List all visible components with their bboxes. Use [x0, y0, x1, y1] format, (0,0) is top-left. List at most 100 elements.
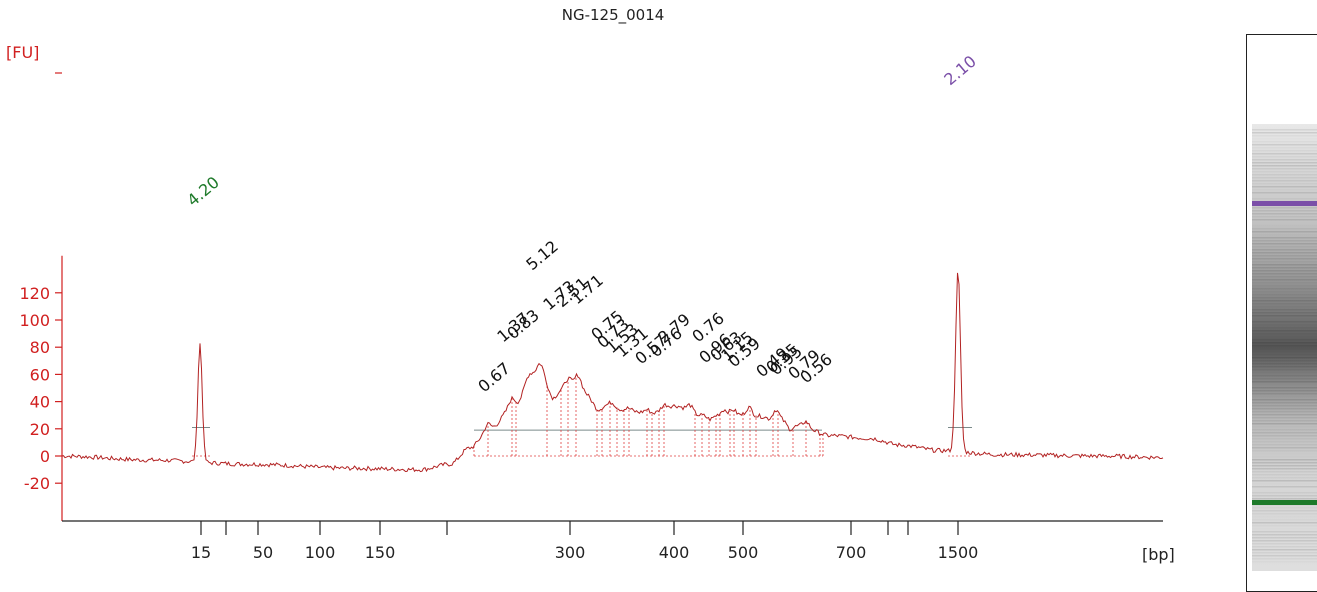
gel-stripe — [1252, 558, 1317, 560]
x-tick-label: 150 — [365, 543, 396, 562]
gel-stripe — [1252, 360, 1317, 362]
gel-stripe — [1252, 354, 1317, 356]
gel-stripe — [1252, 447, 1317, 449]
gel-stripe — [1252, 438, 1317, 440]
gel-stripe — [1252, 459, 1317, 461]
gel-stripe — [1252, 186, 1317, 188]
gel-stripe — [1252, 330, 1317, 332]
gel-stripe — [1252, 162, 1317, 164]
gel-stripe — [1252, 432, 1317, 434]
gel-stripe — [1252, 213, 1317, 215]
gel-stripe — [1252, 441, 1317, 443]
gel-stripe — [1252, 462, 1317, 464]
y-tick-label: 100 — [19, 311, 50, 330]
gel-stripe — [1252, 309, 1317, 311]
gel-stripe — [1252, 282, 1317, 284]
gel-stripe — [1252, 552, 1317, 554]
gel-stripe — [1252, 240, 1317, 242]
gel-stripe — [1252, 561, 1317, 563]
gel-stripe — [1252, 207, 1317, 209]
gel-stripe — [1252, 252, 1317, 254]
y-tick-label: 40 — [30, 393, 50, 412]
gel-stripe — [1252, 198, 1317, 200]
gel-stripe — [1252, 417, 1317, 419]
gel-stripe — [1252, 288, 1317, 290]
y-tick-label: 0 — [40, 447, 50, 466]
y-tick-label: 60 — [30, 365, 50, 384]
gel-stripe — [1252, 435, 1317, 437]
y-tick-label: 20 — [30, 420, 50, 439]
gel-stripe — [1252, 171, 1317, 173]
y-tick-label: -20 — [24, 474, 50, 493]
x-tick-label: 50 — [253, 543, 273, 562]
gel-stripe — [1252, 192, 1317, 194]
gel-stripe — [1252, 351, 1317, 353]
gel-stripe — [1252, 492, 1317, 494]
gel-stripe — [1252, 225, 1317, 227]
x-tick-label: 500 — [728, 543, 759, 562]
gel-stripe — [1252, 291, 1317, 293]
gel-stripe — [1252, 402, 1317, 404]
y-tick-label: 120 — [19, 284, 50, 303]
gel-stripe — [1252, 387, 1317, 389]
gel-stripe — [1252, 210, 1317, 212]
gel-stripe — [1252, 183, 1317, 185]
gel-stripe — [1252, 468, 1317, 470]
gel-stripe — [1252, 324, 1317, 326]
electropherogram-trace — [61, 272, 1164, 473]
gel-stripe — [1252, 348, 1317, 350]
gel-stripe — [1252, 510, 1317, 512]
gel-stripe — [1252, 342, 1317, 344]
gel-stripe — [1252, 318, 1317, 320]
gel-stripe — [1252, 312, 1317, 314]
gel-stripe — [1252, 339, 1317, 341]
gel-stripe — [1252, 156, 1317, 158]
gel-stripe — [1252, 174, 1317, 176]
gel-stripe — [1252, 195, 1317, 197]
gel-stripe — [1252, 135, 1317, 137]
gel-stripe — [1252, 141, 1317, 143]
gel-stripe — [1252, 369, 1317, 371]
gel-stripe — [1252, 519, 1317, 521]
gel-stripe — [1252, 399, 1317, 401]
gel-stripe — [1252, 189, 1317, 191]
gel-stripe — [1252, 471, 1317, 473]
gel-stripe — [1252, 258, 1317, 260]
gel-stripe — [1252, 159, 1317, 161]
gel-stripe — [1252, 234, 1317, 236]
gel-stripe — [1252, 219, 1317, 221]
gel-stripe — [1252, 147, 1317, 149]
gel-stripe — [1252, 273, 1317, 275]
gel-stripe — [1252, 414, 1317, 416]
gel-stripe — [1252, 177, 1317, 179]
gel-stripe — [1252, 540, 1317, 542]
chart-title: NG-125_0014 — [562, 6, 665, 25]
gel-stripe — [1252, 132, 1317, 134]
gel-stripe — [1252, 327, 1317, 329]
gel-stripe — [1252, 408, 1317, 410]
gel-stripe — [1252, 264, 1317, 266]
gel-stripe — [1252, 525, 1317, 527]
gel-stripe — [1252, 294, 1317, 296]
gel-stripe — [1252, 420, 1317, 422]
gel-stripe — [1252, 456, 1317, 458]
gel-stripe — [1252, 372, 1317, 374]
gel-stripe — [1252, 180, 1317, 182]
gel-stripe — [1252, 483, 1317, 485]
gel-stripe — [1252, 357, 1317, 359]
gel-stripe — [1252, 321, 1317, 323]
gel-stripe — [1252, 426, 1317, 428]
marker-peak-label: 4.20 — [183, 173, 223, 210]
gel-stripe — [1252, 279, 1317, 281]
gel-stripe — [1252, 270, 1317, 272]
gel-stripe — [1252, 534, 1317, 536]
gel-stripe — [1252, 261, 1317, 263]
gel-stripe — [1252, 165, 1317, 167]
gel-stripe — [1252, 255, 1317, 257]
gel-stripe — [1252, 423, 1317, 425]
gel-stripe — [1252, 303, 1317, 305]
gel-stripe — [1252, 378, 1317, 380]
peak-label: 5.12 — [522, 237, 562, 274]
gel-stripe — [1252, 543, 1317, 545]
x-tick-label: 15 — [191, 543, 211, 562]
